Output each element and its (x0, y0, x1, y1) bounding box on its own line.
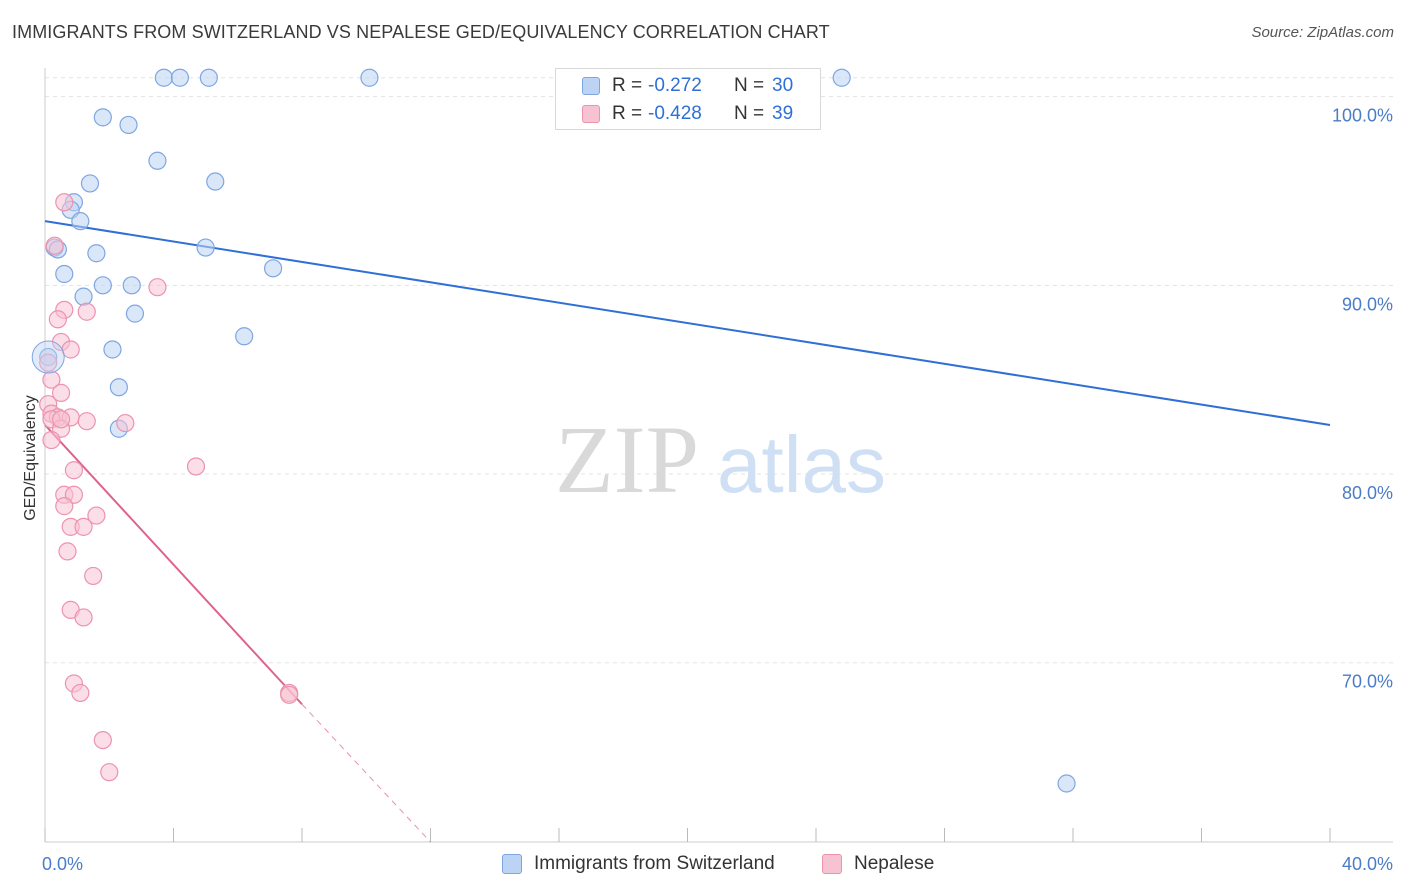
trend-line-switzerland (44, 220, 1331, 426)
data-point-switzerland (360, 68, 379, 87)
correlation-legend: R = -0.272 N = 30 R = -0.428 N = 39 (555, 68, 821, 130)
data-point-switzerland (74, 287, 93, 306)
series-legend-label: Nepalese (854, 853, 935, 874)
data-point-switzerland (206, 172, 225, 191)
data-point-switzerland (103, 340, 122, 359)
y-tick-label: 70.0% (1342, 672, 1393, 692)
series-swatch-pink (822, 854, 842, 874)
legend-r-label: R = (612, 75, 643, 96)
legend-row-switzerland: R = -0.272 N = 30 (556, 73, 820, 101)
data-point-nepalese (51, 383, 71, 402)
data-point-nepalese (42, 430, 61, 450)
x-tick-label: 0.0% (42, 854, 83, 874)
data-point-switzerland (71, 212, 90, 231)
data-point-switzerland (87, 244, 106, 263)
data-point-switzerland (832, 68, 851, 87)
watermark-zip: ZIP (555, 406, 699, 513)
data-point-nepalese (93, 730, 112, 750)
data-point-switzerland (235, 327, 254, 346)
data-point-nepalese (61, 340, 80, 359)
legend-r-value: -0.272 (648, 75, 702, 96)
data-point-switzerland (1057, 774, 1076, 793)
y-tick-label: 80.0% (1342, 483, 1393, 503)
legend-swatch-blue (582, 77, 600, 95)
data-point-switzerland (93, 276, 112, 295)
trend-line-nepalese (44, 424, 303, 705)
grid-layer (45, 77, 1393, 664)
legend-r-value: -0.428 (648, 103, 702, 124)
data-point-switzerland (170, 68, 190, 87)
data-point-switzerland (119, 115, 138, 135)
data-point-switzerland (122, 276, 141, 295)
legend-n-value: 30 (772, 75, 794, 96)
data-point-nepalese (64, 461, 84, 480)
data-point-nepalese (55, 193, 74, 212)
data-point-nepalese (71, 683, 90, 703)
legend-swatch-pink (582, 105, 600, 123)
series-swatch-blue (502, 854, 522, 874)
data-point-switzerland (125, 304, 145, 323)
y-tick-label: 100.0% (1332, 106, 1393, 126)
data-point-switzerland (196, 238, 215, 257)
data-point-nepalese (100, 763, 119, 782)
data-point-nepalese (45, 236, 64, 255)
legend-n-label: N = (734, 75, 765, 96)
watermark-atlas: atlas (717, 420, 886, 509)
data-point-nepalese (186, 457, 206, 476)
data-point-switzerland (148, 151, 167, 170)
data-point-switzerland (109, 378, 128, 397)
data-point-nepalese (51, 410, 71, 429)
tick-layer: 100.0% 90.0% 80.0% 70.0% 0.0% 40.0% (42, 106, 1393, 874)
data-point-nepalese (280, 685, 299, 704)
trend-line-extension-nepalese (301, 703, 431, 843)
data-point-nepalese (48, 310, 67, 329)
data-point-switzerland (154, 68, 173, 87)
trend-layer (44, 220, 1331, 843)
data-point-switzerland (199, 68, 218, 87)
legend-n-value: 39 (772, 103, 794, 124)
data-point-nepalese (87, 506, 106, 525)
data-point-nepalese (84, 566, 103, 586)
legend-row-nepalese: R = -0.428 N = 39 (556, 101, 820, 129)
data-point-nepalese (77, 412, 96, 431)
data-point-nepalese (148, 278, 167, 297)
data-point-nepalese (74, 608, 93, 627)
data-point-switzerland (80, 174, 100, 193)
data-point-nepalese (74, 517, 93, 536)
x-tick-label: 40.0% (1342, 854, 1393, 874)
source-credit: Source: ZipAtlas.com (1251, 24, 1394, 41)
y-tick-label: 90.0% (1342, 294, 1393, 314)
data-point-nepalese (55, 497, 74, 516)
data-point-switzerland (263, 259, 283, 278)
data-point-nepalese (42, 370, 61, 389)
points-layer (31, 68, 1076, 793)
legend-r-label: R = (612, 103, 643, 124)
data-point-switzerland (93, 108, 112, 127)
series-legend-label: Immigrants from Switzerland (534, 853, 775, 874)
data-point-switzerland (55, 264, 74, 284)
data-point-nepalese (77, 302, 96, 321)
y-axis-label: GED/Equivalency (22, 395, 39, 520)
data-point-nepalese (116, 413, 135, 433)
series-legend: Immigrants from Switzerland Nepalese (0, 852, 1406, 878)
axis-layer (44, 68, 1393, 843)
legend-n-label: N = (734, 103, 765, 124)
data-point-nepalese (58, 542, 77, 561)
chart-title: IMMIGRANTS FROM SWITZERLAND VS NEPALESE … (12, 22, 830, 42)
data-point-cluster-switzerland (31, 340, 65, 374)
